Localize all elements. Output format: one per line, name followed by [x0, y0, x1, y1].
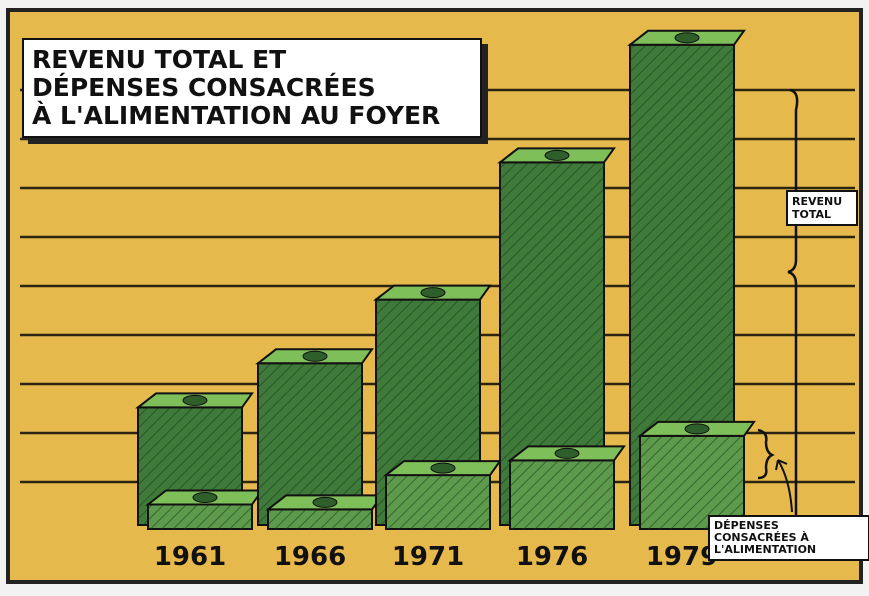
bill-seal: [193, 493, 217, 503]
x-tick-label: 1976: [516, 542, 588, 572]
bill-seal: [421, 288, 445, 298]
title-line: DÉPENSES CONSACRÉES: [32, 74, 472, 102]
bill-seal: [675, 33, 699, 43]
bill-seal: [183, 395, 207, 405]
legend-entry: REVENU TOTAL: [786, 190, 858, 226]
x-tick-label: 1961: [154, 542, 226, 572]
x-tick-label: 1966: [274, 542, 346, 572]
bill-seal: [545, 150, 569, 160]
stack-hatch: [510, 460, 614, 529]
stack-hatch: [386, 475, 490, 529]
stack-hatch: [268, 509, 372, 529]
chart: 19611966197119761979 REVENU TOTAL ETDÉPE…: [0, 0, 869, 596]
bill-seal: [685, 424, 709, 434]
legend-entry: DÉPENSES CONSACRÉES À L'ALIMENTATION: [708, 515, 869, 561]
title-line: À L'ALIMENTATION AU FOYER: [32, 102, 472, 130]
bill-seal: [303, 351, 327, 361]
x-tick-label: 1971: [392, 542, 464, 572]
title-line: REVENU TOTAL ET: [32, 46, 472, 74]
bill-seal: [555, 448, 579, 458]
bill-seal: [431, 463, 455, 473]
stack-hatch: [148, 505, 252, 530]
bill-seal: [313, 497, 337, 507]
